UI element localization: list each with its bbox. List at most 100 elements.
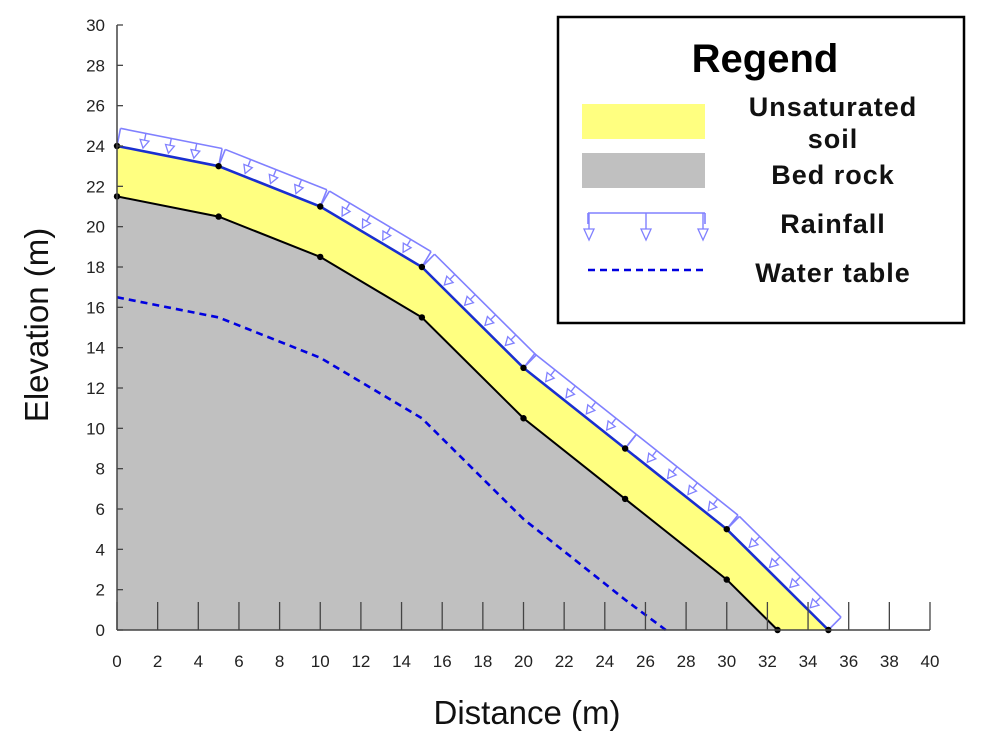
rainfall-arrowhead (443, 274, 455, 286)
rainfall-arrowhead (504, 335, 516, 347)
bedrock-node (317, 253, 324, 261)
rainfall-arrowhead (341, 205, 352, 218)
rainfall-arrowhead (585, 403, 597, 415)
legend-label-soil: soil (808, 124, 859, 154)
rainfall-bar (738, 515, 842, 618)
rainfall-arrowhead (666, 468, 678, 480)
rainfall-arrowhead (748, 537, 760, 549)
y-tick-label: 18 (86, 258, 105, 277)
y-tick-label: 16 (86, 298, 105, 317)
y-tick-label: 14 (86, 339, 105, 358)
legend-swatch-rainfall (582, 212, 710, 242)
x-tick-label: 36 (839, 652, 858, 671)
rainfall-segment (116, 127, 223, 167)
bedrock-area (117, 196, 778, 630)
x-axis-title: Distance (m) (433, 694, 620, 731)
ground-node (520, 364, 527, 372)
y-axis-title: Elevation (m) (18, 228, 55, 422)
rainfall-arrowhead (268, 173, 279, 185)
bedrock-node (723, 576, 730, 583)
x-tick-label: 28 (677, 652, 696, 671)
ground-node (317, 203, 324, 210)
water-table-line (116, 295, 667, 632)
ground-surface-line (116, 144, 830, 631)
y-tick-label: 10 (86, 419, 105, 438)
x-tick-label: 2 (153, 652, 162, 671)
rainfall-arrowhead (164, 143, 176, 155)
x-tick-label: 40 (921, 652, 940, 671)
x-tick-label: 30 (717, 652, 736, 671)
x-tick-label: 10 (311, 652, 330, 671)
x-tick-label: 22 (555, 652, 574, 671)
profile-fills (117, 146, 829, 630)
y-tick-label: 24 (86, 137, 105, 156)
ground-node (215, 162, 222, 170)
rainfall-arrowhead (544, 371, 556, 383)
y-tick-label: 4 (96, 540, 105, 559)
y-tick-label: 2 (96, 581, 105, 600)
x-tick-label: 18 (473, 652, 492, 671)
bedrock-node (418, 314, 426, 321)
rainfall-bar (433, 253, 537, 356)
ground-node (621, 445, 629, 452)
rainfall-arrowhead (646, 452, 658, 464)
bedrock-node (621, 495, 629, 503)
legend-rain-arrowhead (696, 228, 710, 242)
x-tick-label: 26 (636, 652, 655, 671)
ground-node (723, 525, 730, 533)
rainfall-segment (217, 148, 328, 207)
legend-rain-arrowhead (582, 228, 596, 242)
bedrock-surface-line (116, 195, 779, 631)
x-tick-label: 4 (194, 652, 203, 671)
x-tick-label: 14 (392, 652, 411, 671)
y-tick-label: 22 (86, 177, 105, 196)
y-tick-label: 8 (96, 460, 105, 479)
legend-swatch-bedrock (582, 153, 705, 188)
rainfall-arrowhead (707, 500, 719, 512)
rainfall-arrowhead (361, 217, 372, 230)
y-tick-label: 12 (86, 379, 105, 398)
x-tick-label: 34 (799, 652, 818, 671)
x-tick-label: 12 (351, 652, 370, 671)
y-tick-label: 20 (86, 218, 105, 237)
rainfall-arrowhead (189, 148, 201, 160)
legend-title: Regend (692, 37, 839, 81)
bedrock-node (520, 415, 527, 422)
x-tick-label: 6 (234, 652, 243, 671)
rainfall-bar (534, 353, 637, 436)
x-tick-label: 38 (880, 652, 899, 671)
rainfall-bar (329, 190, 432, 253)
y-tick-label: 0 (96, 621, 105, 640)
legend-swatch-soil (582, 104, 705, 139)
rainfall-arrowhead (463, 295, 475, 307)
rainfall-arrowhead (605, 419, 617, 432)
rainfall-arrowhead (768, 557, 780, 569)
bedrock-node (215, 213, 222, 220)
x-tick-label: 0 (112, 652, 121, 671)
rainfall-segment (726, 515, 842, 631)
rainfall-arrowhead (484, 315, 496, 327)
x-tick-label: 20 (514, 652, 533, 671)
rainfall-arrowhead (402, 242, 413, 254)
rainfall-arrowhead (565, 387, 576, 399)
x-tick-label: 32 (758, 652, 777, 671)
rainfall-arrowhead (293, 183, 305, 195)
legend-rain-arrowhead (639, 228, 653, 242)
y-tick-label: 6 (96, 500, 105, 519)
rainfall-arrowhead (809, 597, 821, 609)
legend-label-bedrock: Bed rock (771, 160, 895, 190)
x-tick-label: 24 (595, 652, 614, 671)
rainfall-arrowhead (687, 484, 698, 496)
legend-label-water-table: Water table (755, 258, 911, 288)
rainfall-arrowhead (139, 138, 151, 150)
rainfall-arrowhead (243, 163, 254, 175)
legend-label-rainfall: Rainfall (780, 209, 886, 239)
rainfall-arrowhead (788, 577, 800, 589)
x-tick-label: 16 (433, 652, 452, 671)
rainfall-segment (624, 433, 739, 530)
y-tick-label: 26 (86, 97, 105, 116)
x-tick-label: 8 (275, 652, 284, 671)
